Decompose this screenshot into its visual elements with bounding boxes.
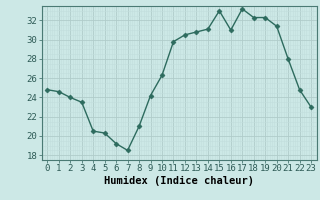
X-axis label: Humidex (Indice chaleur): Humidex (Indice chaleur) [104,176,254,186]
